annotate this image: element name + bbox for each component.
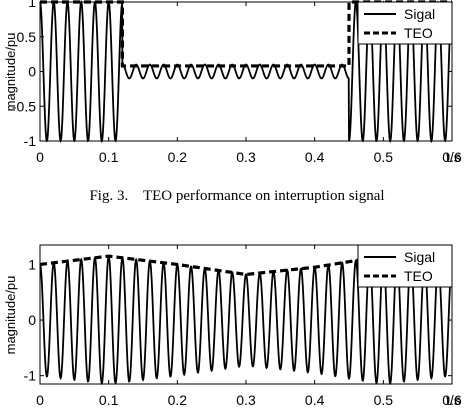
- x-tick-label: 0.4: [305, 149, 325, 165]
- y-tick-label: -1: [24, 133, 37, 149]
- x-tick-label: 0.5: [374, 392, 394, 408]
- y-tick-label: 0.5: [17, 29, 37, 45]
- x-tick-label: 0: [36, 392, 44, 408]
- chart-2-legend: Sigal TEO: [357, 244, 453, 288]
- x-tick-label: 0.6: [442, 392, 462, 408]
- x-tick-label: 0.5: [374, 149, 394, 165]
- chart-1-y-ticks: 1 0.5 0 -0.5 -1: [12, 0, 452, 149]
- x-tick-label: 0.4: [305, 392, 325, 408]
- y-tick-label: 1: [28, 0, 36, 10]
- y-tick-label: 0: [28, 312, 36, 328]
- y-tick-label: -1: [24, 368, 37, 384]
- x-tick-label: 0.2: [168, 149, 188, 165]
- figure-caption: Fig. 3. TEO performance on interruption …: [89, 188, 384, 204]
- chart-1: 0 0.1 0.2 0.3 0.4 0.5 0.6 1 0.5 0 -0.5 -1 t/s magn…: [3, 0, 462, 165]
- x-tick-label: 0.1: [99, 149, 119, 165]
- chart-2-y-ticks: 1 0 -1: [24, 256, 452, 384]
- x-tick-label: 0.1: [99, 392, 119, 408]
- y-tick-label: -0.5: [12, 98, 36, 114]
- chart-1-y-axis-label: magnitude/pu: [3, 33, 18, 112]
- x-tick-label: 0.3: [236, 149, 256, 165]
- chart-2-y-axis-label: magnitude/pu: [3, 276, 18, 355]
- chart-2-legend-box: [357, 244, 453, 288]
- y-tick-label: 1: [28, 256, 36, 272]
- chart-1-legend-label-teo: TEO: [404, 25, 433, 41]
- y-tick-label: 0: [28, 64, 36, 80]
- x-tick-label: 0: [36, 149, 44, 165]
- x-tick-label: 0.2: [168, 392, 188, 408]
- chart-1-legend: Sigal TEO: [357, 1, 453, 45]
- x-tick-label: 0.3: [236, 392, 256, 408]
- chart-1-legend-label-signal: Sigal: [404, 6, 435, 22]
- chart-2: 0 0.1 0.2 0.3 0.4 0.5 0.6 1 0 -1 t/s magnitude/p…: [3, 244, 462, 408]
- chart-1-x-axis-label: t/s: [446, 149, 461, 165]
- chart-2-legend-label-signal: Sigal: [404, 249, 435, 265]
- chart-2-legend-label-teo: TEO: [404, 268, 433, 284]
- x-tick-label: 0.6: [442, 149, 462, 165]
- chart-2-x-axis-label: t/s: [446, 392, 461, 408]
- chart-1-legend-box: [357, 1, 453, 45]
- chart-1-x-ticks: 0 0.1 0.2 0.3 0.4 0.5 0.6: [36, 2, 462, 165]
